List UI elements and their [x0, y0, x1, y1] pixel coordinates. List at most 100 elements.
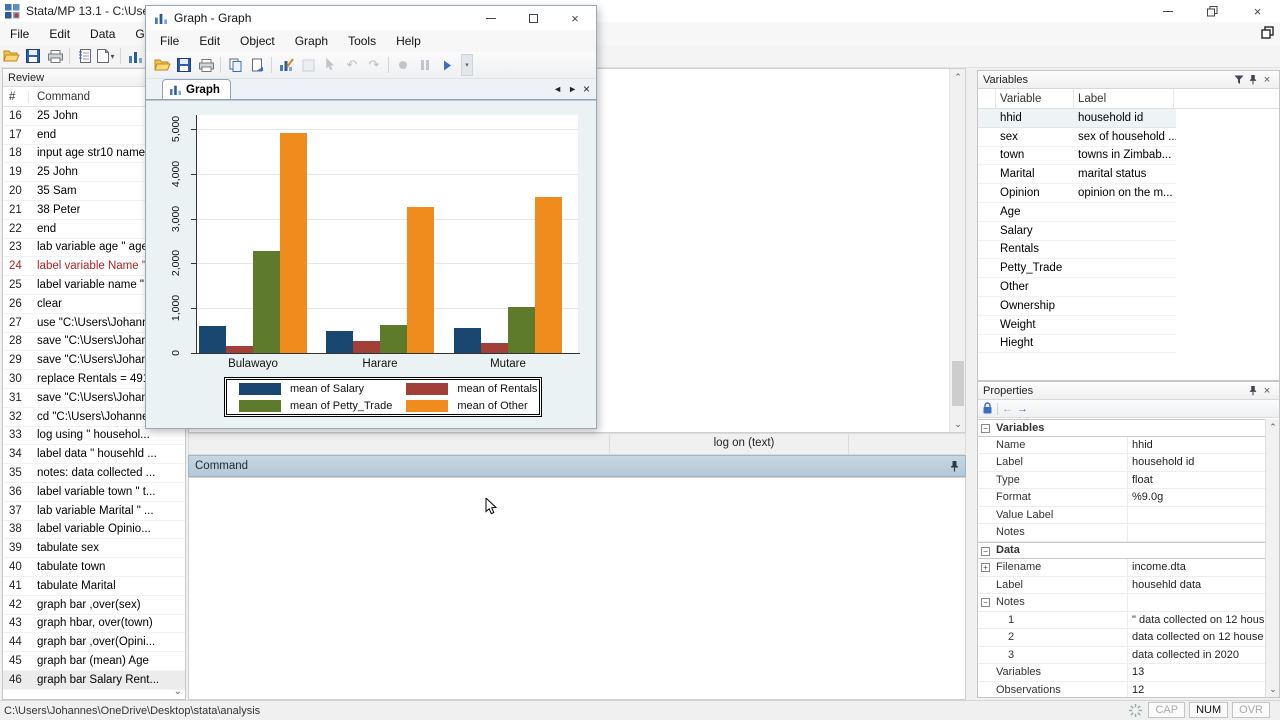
collapse-icon[interactable]: −: [981, 546, 990, 556]
review-row[interactable]: 36 label variable town " t...: [3, 483, 185, 502]
review-row[interactable]: 23 lab variable age " age...: [3, 239, 185, 258]
properties-row[interactable]: Variables 13: [978, 664, 1266, 682]
variable-row[interactable]: Marital marital status: [978, 165, 1176, 185]
review-row[interactable]: 42 graph bar ,over(sex): [3, 596, 185, 615]
record-button[interactable]: [392, 55, 414, 75]
review-row[interactable]: 29 save "C:\Users\Johan...: [3, 351, 185, 371]
redo-icon[interactable]: ↷: [368, 57, 380, 72]
restore-child-icon[interactable]: [1261, 26, 1274, 39]
review-row[interactable]: 32 cd "C:\Users\Johanne...: [3, 408, 185, 427]
review-row[interactable]: 40 tabulate town: [3, 558, 185, 577]
pin-icon[interactable]: [1246, 384, 1260, 398]
properties-row[interactable]: Label household id: [978, 454, 1266, 472]
variable-row[interactable]: sex sex of household ...: [978, 128, 1176, 147]
review-row[interactable]: 22 end: [3, 220, 185, 239]
menu-edit[interactable]: Edit: [49, 26, 71, 41]
properties-row[interactable]: Value Label: [978, 506, 1266, 524]
collapse-icon[interactable]: −: [981, 424, 990, 433]
scroll-down-icon[interactable]: ⌄: [1269, 683, 1277, 694]
review-row[interactable]: 39 tabulate sex: [3, 539, 185, 559]
copy-graph-button[interactable]: [246, 55, 268, 75]
variables-col-label[interactable]: Label: [1074, 89, 1174, 108]
graph-canvas[interactable]: 0 1,000 2,000 3,000 4,000 5,000 Bulawayo Harare…: [146, 100, 596, 428]
properties-row[interactable]: Format %9.0g: [978, 489, 1266, 507]
pause-button[interactable]: [414, 55, 436, 75]
collapse-icon[interactable]: −: [981, 598, 990, 607]
pin-icon[interactable]: [1246, 73, 1260, 87]
review-row[interactable]: 28 save "C:\Users\Johan...: [3, 333, 185, 352]
tab-prev-icon[interactable]: ◄: [553, 84, 563, 94]
menu-file[interactable]: File: [160, 34, 180, 48]
bar-mean-of-rentals[interactable]: [226, 345, 253, 353]
variable-row[interactable]: Ownership: [978, 297, 1176, 316]
log-button[interactable]: [73, 46, 95, 66]
tab-graph[interactable]: Graph: [162, 79, 231, 99]
review-row[interactable]: 24 label variable Name "...: [3, 257, 185, 277]
expand-icon[interactable]: +: [981, 563, 990, 572]
tab-close-icon[interactable]: ×: [582, 82, 590, 96]
review-scroll-down-icon[interactable]: ⌄: [173, 686, 182, 697]
undo-icon[interactable]: ↶: [346, 57, 358, 72]
print-button[interactable]: [195, 55, 217, 75]
variables-col-variable[interactable]: Variable: [996, 89, 1074, 108]
viewer-button[interactable]: ▾: [95, 46, 117, 66]
back-arrow-icon[interactable]: ←: [1002, 402, 1013, 415]
open-button[interactable]: [0, 46, 22, 66]
filter-icon[interactable]: [1232, 73, 1246, 87]
bar-mean-of-petty_trade[interactable]: [380, 324, 407, 353]
menu-graph[interactable]: Graph: [294, 34, 329, 48]
review-row[interactable]: 35 notes: data collected ...: [3, 464, 185, 483]
review-row[interactable]: 43 graph hbar, over(town): [3, 615, 185, 634]
variable-row[interactable]: Salary: [978, 222, 1176, 241]
variable-row[interactable]: Hieght: [978, 335, 1176, 354]
properties-row[interactable]: 2 data collected on 12 house: [978, 629, 1266, 647]
properties-section-row[interactable]: − Data: [978, 541, 1266, 559]
menu-help[interactable]: Help: [396, 34, 421, 48]
bar-mean-of-petty_trade[interactable]: [508, 307, 535, 353]
review-row[interactable]: 26 clear: [3, 295, 185, 314]
properties-row[interactable]: Name hhid: [978, 436, 1266, 454]
rename-button[interactable]: [297, 55, 319, 75]
review-row[interactable]: 31 save "C:\Users\Johan...: [3, 389, 185, 408]
properties-row[interactable]: Notes: [978, 524, 1266, 542]
properties-row[interactable]: − Notes: [978, 594, 1266, 612]
viewer-dropdown-arrow[interactable]: ▾: [110, 51, 115, 61]
review-row[interactable]: 16 25 John: [3, 107, 185, 126]
review-row[interactable]: 33 log using " househol...: [3, 427, 185, 446]
command-input-area[interactable]: [188, 477, 966, 700]
copy-button[interactable]: [224, 55, 246, 75]
pin-icon[interactable]: [950, 460, 959, 472]
variable-row[interactable]: hhid household id: [978, 109, 1176, 128]
variable-row[interactable]: town towns in Zimbab...: [978, 147, 1176, 166]
properties-scrollbar[interactable]: ⌃ ⌄: [1265, 419, 1279, 697]
scroll-up-icon[interactable]: ⌃: [1269, 421, 1277, 432]
tab-next-icon[interactable]: ►: [568, 84, 577, 94]
variable-row[interactable]: Weight: [978, 316, 1176, 335]
print-button[interactable]: [44, 46, 66, 66]
save-button[interactable]: [173, 55, 195, 75]
review-row[interactable]: 41 tabulate Marital: [3, 577, 185, 596]
results-scrollbar-thumb[interactable]: [952, 361, 964, 406]
scroll-up-icon[interactable]: ⌃: [954, 71, 962, 82]
review-row[interactable]: 38 label variable Opinio...: [3, 521, 185, 540]
menu-data[interactable]: Data: [90, 26, 116, 41]
review-row[interactable]: 19 25 John: [3, 163, 185, 183]
bar-mean-of-other[interactable]: [535, 197, 562, 353]
review-row[interactable]: 17 end: [3, 126, 185, 145]
variable-row[interactable]: Other: [978, 278, 1176, 297]
play-button[interactable]: [436, 55, 458, 75]
properties-row[interactable]: Observations 12: [978, 681, 1266, 697]
review-row[interactable]: 44 graph bar ,over(Opini...: [3, 633, 185, 653]
open-button[interactable]: [151, 55, 173, 75]
properties-section-row[interactable]: − Variables: [978, 419, 1266, 437]
properties-row[interactable]: 3 data collected in 2020: [978, 646, 1266, 664]
variable-row[interactable]: Rentals: [978, 241, 1176, 260]
menu-object[interactable]: Object: [240, 34, 275, 48]
bar-mean-of-other[interactable]: [407, 206, 434, 353]
close-button[interactable]: ×: [571, 10, 579, 26]
review-row[interactable]: 21 38 Peter: [3, 201, 185, 220]
bar-mean-of-other[interactable]: [280, 133, 307, 353]
review-row[interactable]: 45 graph bar (mean) Age: [3, 652, 185, 671]
graph-editor-button[interactable]: [275, 55, 297, 75]
scroll-down-icon[interactable]: ⌄: [954, 418, 962, 429]
